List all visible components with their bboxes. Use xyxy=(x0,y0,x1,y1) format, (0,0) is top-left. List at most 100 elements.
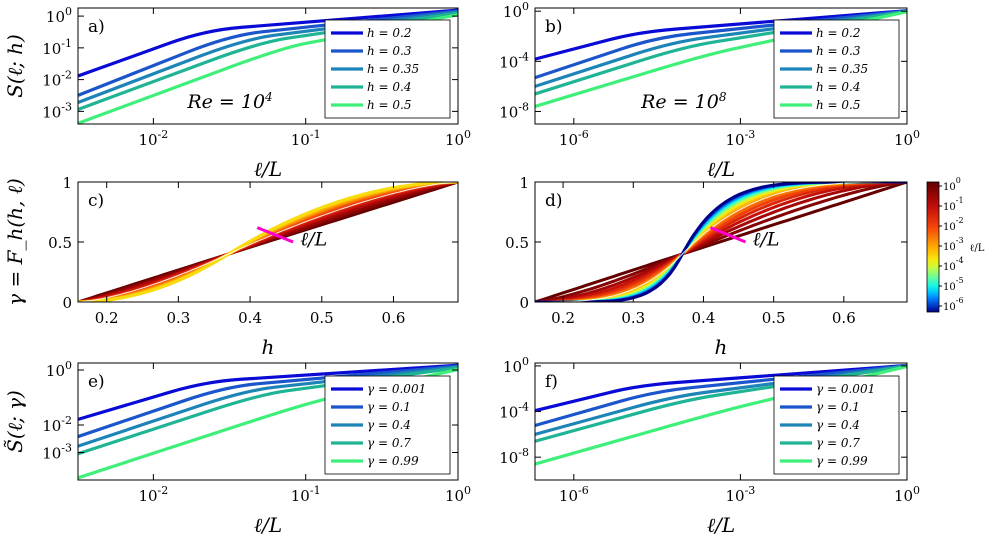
y-tick-label: 10-2 xyxy=(42,69,72,90)
legend-a: h = 0.2 h = 0.3 h = 0.35 h = 0.4 h = 0.5 xyxy=(324,19,451,119)
y-tick-label: 10-4 xyxy=(499,50,529,71)
x-tick-label-exp: -3 xyxy=(745,128,756,141)
legend-label-3: γ = 0.7 xyxy=(367,436,411,450)
x-tick-label-base: 10 xyxy=(726,131,745,149)
x-tick-label: 10-3 xyxy=(726,128,756,149)
x-tick-label: 0.5 xyxy=(310,309,334,327)
panel-d: ℓ/L0.2 0.3 0.4 0.5 0.600.51d)h10010-110-210-… xyxy=(505,174,985,359)
axes-box-a xyxy=(77,7,459,125)
arrow-label-c: ℓ/L xyxy=(300,229,327,251)
y-tick-label-base: 10 xyxy=(42,40,61,58)
y-tick-label-base: 10 xyxy=(499,103,518,121)
series-line-b-1 xyxy=(535,9,907,80)
series-line-f-1 xyxy=(535,364,907,428)
y-tick-label-base: 10 xyxy=(42,103,61,121)
colorbar-tick-label-exp: -3 xyxy=(956,236,964,245)
y-tick-label: 10-3 xyxy=(42,442,72,463)
plot-area-a xyxy=(78,8,458,124)
series-line-f-4 xyxy=(535,364,907,466)
series-line-a-3 xyxy=(78,11,458,111)
plot-area-c xyxy=(78,182,458,302)
x-tick-label: 0.3 xyxy=(166,309,190,327)
panel-label-c: c) xyxy=(88,191,104,211)
x-tick-label: 0.4 xyxy=(238,309,262,327)
x-tick-label: 10-6 xyxy=(559,484,589,505)
x-tick-label-base: 10 xyxy=(291,487,310,505)
series-line-f-0 xyxy=(535,363,907,413)
y-tick-label: 10-4 xyxy=(499,401,529,422)
colorbar-tick-label-base: 10 xyxy=(943,282,956,293)
series-line-a-1 xyxy=(78,9,458,97)
plot-area-f xyxy=(535,363,907,466)
x-tick-label-exp: -3 xyxy=(745,484,756,497)
annotation-a: Re = 104 xyxy=(186,90,272,113)
series-line-f-3 xyxy=(535,364,907,443)
colorbar-tick-label-base: 10 xyxy=(943,262,956,273)
colorbar-tick-label: 10-3 xyxy=(943,236,964,253)
series-line-e-0 xyxy=(78,363,458,421)
family-curve-d-0 xyxy=(535,182,907,302)
y-tick-label-base: 10 xyxy=(46,8,65,26)
x-tick-label-base: 10 xyxy=(559,131,578,149)
axes-box-f xyxy=(534,362,908,481)
y-tick-label-base: 10 xyxy=(42,72,61,90)
series-line-a-4 xyxy=(78,13,458,124)
x-tick-label-base: 10 xyxy=(559,487,578,505)
y-tick-label-base: 10 xyxy=(42,417,61,435)
colorbar-tick-label-base: 10 xyxy=(943,222,956,233)
y-tick-label-exp: -2 xyxy=(61,69,72,82)
series-line-f-2 xyxy=(535,364,907,436)
legend-label-3: γ = 0.7 xyxy=(816,436,860,450)
y-tick-label: 0.5 xyxy=(48,234,72,252)
legend-label-4: h = 0.5 xyxy=(367,98,412,112)
colorbar-tick-label-exp: -4 xyxy=(956,256,964,265)
series-line-b-3 xyxy=(535,9,907,96)
colorbar-tick-label: 10-5 xyxy=(943,276,964,293)
y-tick-label: 10-1 xyxy=(42,37,72,58)
colorbar-tick-label-exp: -6 xyxy=(956,296,964,305)
y-tick-label: 1 xyxy=(62,174,72,192)
y-tick-label-exp: 0 xyxy=(522,355,529,368)
x-tick-label-exp: 0 xyxy=(913,128,920,141)
y-tick-label-exp: -3 xyxy=(61,100,72,113)
panel-label-d: d) xyxy=(545,191,563,211)
y-tick-label-exp: -8 xyxy=(518,446,529,459)
colorbar-tick-label-base: 10 xyxy=(943,202,956,213)
x-axis-label-e: ℓ/L xyxy=(254,513,282,537)
y-tick-label-exp: -3 xyxy=(61,442,72,455)
x-tick-label: 10-6 xyxy=(559,128,589,149)
legend-label-2: γ = 0.4 xyxy=(367,418,411,432)
x-tick-label: 0.2 xyxy=(95,309,119,327)
x-tick-label: 10-3 xyxy=(726,484,756,505)
family-curve-d-1 xyxy=(535,182,907,302)
x-tick-label-exp: -2 xyxy=(158,484,169,497)
x-axis-label-f: ℓ/L xyxy=(707,513,735,537)
highlight-curve-d xyxy=(535,182,907,302)
colorbar-label: ℓ/L xyxy=(970,243,985,254)
y-tick-label: 100 xyxy=(46,5,72,26)
x-tick-label: 100 xyxy=(445,484,471,505)
series-line-e-1 xyxy=(78,364,458,439)
annotation-b-exp: 8 xyxy=(719,90,727,104)
colorbar-tick-label: 10-6 xyxy=(943,296,964,313)
x-tick-label-exp: 0 xyxy=(464,484,471,497)
x-tick-label-base: 10 xyxy=(138,131,157,149)
x-tick-label-exp: -2 xyxy=(158,128,169,141)
plot-area-b xyxy=(535,9,907,109)
y-tick-label-exp: 0 xyxy=(65,5,72,18)
colorbar-bar xyxy=(926,181,940,313)
colorbar-tick-label-exp: -1 xyxy=(956,196,964,205)
colorbar-tick-label-exp: -2 xyxy=(956,216,964,225)
colorbar-tick-label-base: 10 xyxy=(943,242,956,253)
x-tick-label-base: 10 xyxy=(138,487,157,505)
y-tick-label: 100 xyxy=(503,0,529,21)
legend-label-2: h = 0.35 xyxy=(367,62,419,76)
x-tick-label-base: 10 xyxy=(726,487,745,505)
y-tick-label-exp: 0 xyxy=(65,359,72,372)
y-tick-label-base: 10 xyxy=(499,449,518,467)
y-tick-label: 100 xyxy=(503,355,529,376)
